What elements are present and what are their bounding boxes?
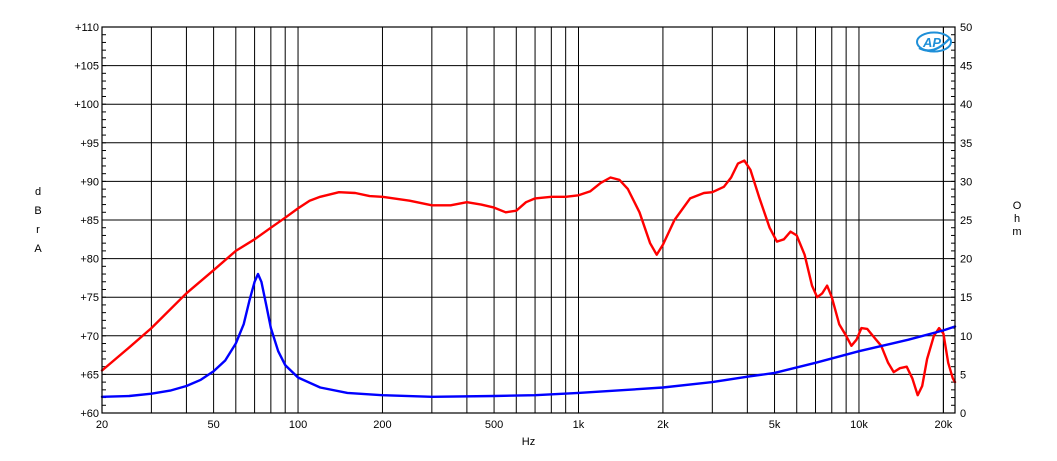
y-right-axis-title-letter: m [1012, 226, 1021, 238]
y-left-axis-title-letter: r [36, 224, 40, 236]
y-left-tick-label: +85 [80, 215, 99, 227]
x-tick-label: 20k [935, 419, 953, 431]
y-left-tick-label: +60 [80, 408, 99, 420]
x-tick-label: 100 [289, 419, 307, 431]
y-left-tick-label: +75 [80, 292, 99, 304]
y-left-axis-title-letter: d [35, 186, 41, 198]
y-left-tick-label: +90 [80, 176, 99, 188]
y-right-tick-label: 30 [960, 176, 972, 188]
y-left-tick-label: +100 [74, 99, 99, 111]
y-right-tick-label: 45 [960, 61, 972, 73]
frequency-response-line [100, 159, 957, 397]
x-tick-label: 10k [850, 419, 868, 431]
tick-labels: +60 0 +65 5 +70 10 +75 15 +80 20 +85 25 +90 30 +95 35 +1… [74, 22, 972, 431]
y-right-tick-label: 15 [960, 292, 972, 304]
x-tick-label: 50 [207, 419, 219, 431]
y-right-tick-label: 20 [960, 254, 972, 266]
y-left-tick-label: +80 [80, 254, 99, 266]
y-right-axis-title-letter: h [1014, 213, 1020, 225]
y-right-tick-label: 0 [960, 408, 966, 420]
y-right-tick-label: 50 [960, 22, 972, 34]
y-right-tick-label: 10 [960, 331, 972, 343]
data-series [100, 159, 957, 398]
plot-frame [101, 26, 956, 414]
y-right-tick-label: 35 [960, 138, 972, 150]
y-left-tick-label: +70 [80, 331, 99, 343]
grid [102, 27, 955, 414]
y-right-tick-label: 40 [960, 99, 972, 111]
x-tick-label: 1k [573, 419, 585, 431]
y-left-tick-label: +95 [80, 138, 99, 150]
y-left-axis-title-letter: B [34, 205, 41, 217]
svg-text:AP: AP [922, 35, 941, 50]
y-left-tick-label: +110 [75, 22, 99, 34]
x-tick-label: 20 [96, 419, 108, 431]
x-tick-label: 200 [373, 419, 391, 431]
y-left-tick-label: +65 [80, 369, 99, 381]
audio-precision-logo: AP [916, 31, 952, 53]
y-right-axis-title-letter: O [1013, 200, 1022, 212]
y-right-tick-label: 5 [960, 369, 966, 381]
y-left-tick-label: +105 [74, 61, 99, 73]
x-tick-label: 5k [769, 419, 781, 431]
y-left-axis-title-letter: A [34, 243, 42, 255]
impedance-line [100, 272, 957, 398]
x-tick-label: 2k [657, 419, 669, 431]
y-right-tick-label: 25 [960, 215, 972, 227]
x-axis-title: Hz [522, 436, 535, 448]
x-tick-label: 500 [485, 419, 503, 431]
